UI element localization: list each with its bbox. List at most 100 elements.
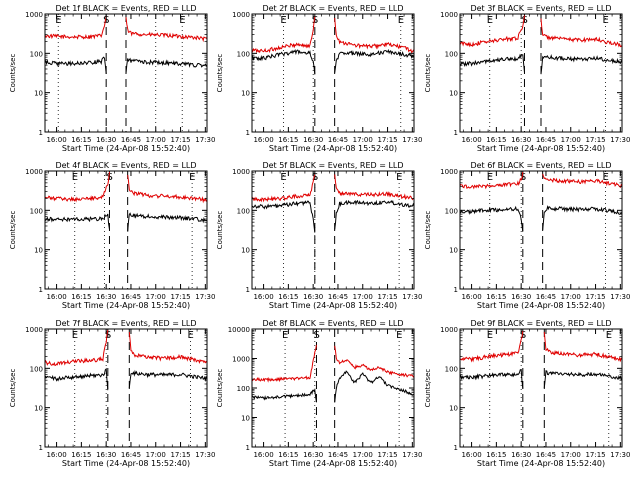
x-tick-label: 16:30	[511, 451, 531, 459]
e-marker: E	[396, 172, 402, 183]
x-tick-label: 17:15	[377, 293, 397, 301]
x-tick-label: 16:15	[486, 293, 506, 301]
y-axis-label: Counts/sec	[9, 211, 17, 250]
x-tick-label: 17:30	[195, 136, 215, 144]
e-marker: E	[280, 15, 286, 26]
x-tick-label: 17:15	[170, 451, 190, 459]
panel-6: Det 6f BLACK = Events, RED = LLD Counts/s…	[424, 161, 630, 310]
lld-series-line	[542, 173, 623, 188]
x-tick-label: 17:30	[402, 293, 422, 301]
x-tick-label: 17:15	[377, 136, 397, 144]
x-tick-label: 17:30	[195, 293, 215, 301]
e-marker: E	[396, 330, 402, 341]
panel-title: Det 6f BLACK = Events, RED = LLD	[470, 161, 611, 170]
x-tick-label: 16:45	[121, 136, 141, 144]
x-tick-label: 16:45	[121, 451, 141, 459]
x-tick-label: 17:30	[610, 293, 630, 301]
x-tick-label: 17:15	[585, 293, 605, 301]
panel-title: Det 2f BLACK = Events, RED = LLD	[262, 4, 403, 13]
x-tick-label: 17:30	[402, 451, 422, 459]
x-tick-label: 16:45	[536, 293, 556, 301]
y-tick-label: 1	[39, 444, 43, 452]
e-marker: E	[487, 330, 493, 341]
x-tick-label: 16:45	[328, 451, 348, 459]
x-tick-label: 17:15	[170, 293, 190, 301]
x-tick-label: 16:00	[253, 293, 273, 301]
x-tick-label: 17:00	[146, 451, 166, 459]
y-tick-label: 10	[34, 405, 43, 413]
lld-series-line	[334, 345, 415, 378]
s-marker: S	[313, 330, 319, 341]
plot-frame	[44, 170, 208, 290]
e-marker: E	[72, 172, 78, 183]
x-tick-label: 16:45	[121, 293, 141, 301]
x-tick-label: 17:00	[353, 451, 373, 459]
x-tick-label: 17:00	[561, 293, 581, 301]
panel-4: Det 4f BLACK = Events, RED = LLD Counts/s…	[9, 161, 215, 310]
lld-series-line	[334, 174, 415, 201]
lld-series-line	[459, 15, 525, 48]
y-axis-label: Counts/sec	[9, 54, 17, 93]
y-tick-label: 1000	[25, 168, 43, 176]
events-series-line	[540, 53, 623, 75]
x-tick-label: 16:00	[461, 136, 481, 144]
y-tick-label: 1000	[25, 11, 43, 19]
lld-series-line	[459, 331, 524, 363]
x-tick-label: 16:30	[96, 293, 116, 301]
events-series-line	[543, 370, 623, 389]
e-marker: E	[187, 330, 193, 341]
x-tick-label: 16:15	[486, 136, 506, 144]
x-tick-label: 16:00	[461, 293, 481, 301]
y-tick-label: 100	[445, 365, 458, 373]
plot-frame	[251, 13, 415, 133]
lld-series-line	[44, 16, 107, 40]
x-tick-label: 16:30	[303, 293, 323, 301]
lld-series-line	[127, 174, 208, 204]
e-marker: E	[55, 15, 61, 26]
events-series-line	[44, 213, 110, 230]
e-marker: E	[280, 172, 286, 183]
x-tick-label: 17:15	[170, 136, 190, 144]
s-marker: S	[312, 15, 318, 26]
y-tick-label: 100	[237, 207, 250, 215]
s-marker: S	[520, 172, 526, 183]
y-axis-label: Counts/sec	[424, 211, 432, 250]
s-marker: S	[521, 15, 527, 26]
y-tick-label: 100	[237, 385, 250, 393]
y-tick-label: 1000	[232, 356, 250, 364]
x-tick-label: 16:00	[46, 136, 66, 144]
plot-frame	[44, 328, 208, 448]
events-series-line	[128, 369, 208, 389]
x-axis-label: Start Time (24-Apr-08 15:52:40)	[62, 144, 190, 153]
events-series-line	[334, 48, 415, 73]
plot-frame	[44, 13, 208, 133]
x-tick-label: 16:00	[253, 136, 273, 144]
x-axis-label: Start Time (24-Apr-08 15:52:40)	[62, 301, 190, 310]
x-axis-label: Start Time (24-Apr-08 15:52:40)	[477, 459, 605, 468]
y-tick-label: 1	[246, 444, 250, 452]
panel-7: Det 7f BLACK = Events, RED = LLD Counts/s…	[9, 319, 215, 468]
panel-1: Det 1f BLACK = Events, RED = LLD Counts/s…	[9, 4, 215, 153]
x-axis-label: Start Time (24-Apr-08 15:52:40)	[477, 301, 605, 310]
x-tick-label: 17:00	[561, 451, 581, 459]
panel-title: Det 8f BLACK = Events, RED = LLD	[262, 319, 403, 328]
events-series-line	[334, 199, 415, 230]
y-tick-label: 1	[246, 286, 250, 294]
x-tick-label: 16:15	[278, 293, 298, 301]
x-tick-label: 17:30	[402, 136, 422, 144]
lld-series-line	[44, 329, 109, 367]
y-axis-label: Counts/sec	[216, 54, 224, 93]
y-tick-label: 10	[241, 415, 250, 423]
events-series-line	[251, 388, 317, 403]
x-tick-label: 17:00	[146, 293, 166, 301]
events-series-line	[459, 205, 524, 232]
x-axis-label: Start Time (24-Apr-08 15:52:40)	[269, 459, 397, 468]
e-marker: E	[602, 15, 608, 26]
e-marker: E	[72, 330, 78, 341]
s-marker: S	[103, 15, 109, 26]
events-series-line	[127, 212, 207, 232]
s-marker: S	[312, 172, 318, 183]
y-tick-label: 100	[445, 207, 458, 215]
x-tick-label: 16:15	[71, 293, 91, 301]
